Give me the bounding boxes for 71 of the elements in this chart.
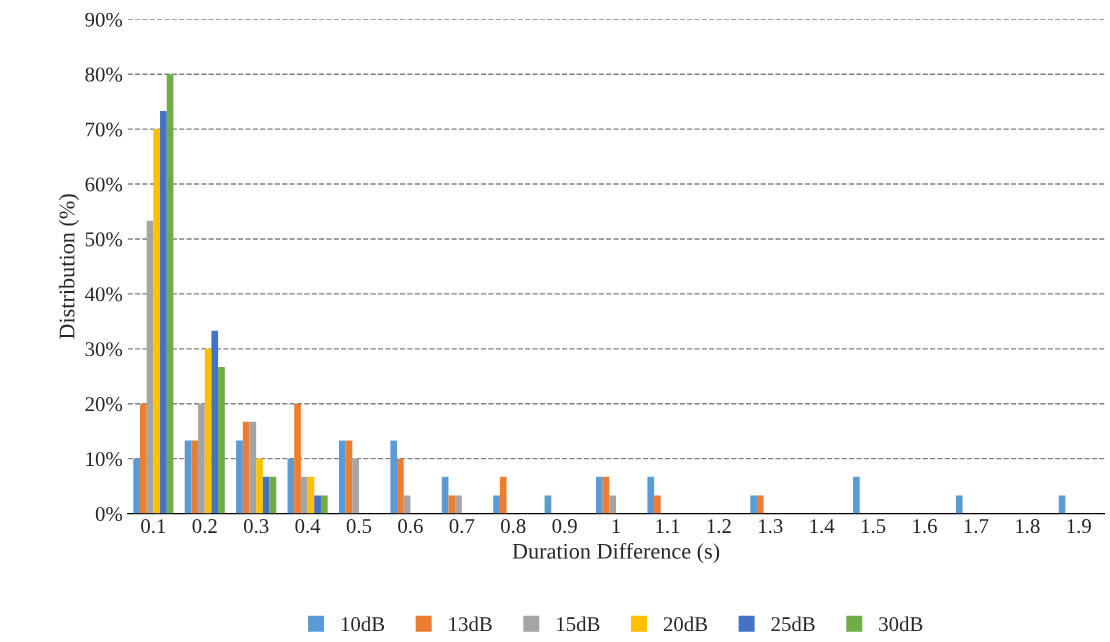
x-tick-label: 0.9 [552, 519, 577, 534]
y-axis-title: Distribution (%) [58, 194, 80, 339]
y-tick-label: 20% [85, 397, 123, 412]
bar [256, 458, 263, 514]
x-tick-label: 0.2 [192, 519, 217, 534]
bar [160, 110, 167, 514]
bar [218, 366, 225, 514]
y-tick-label: 80% [85, 67, 123, 82]
x-tick-label: 0.4 [295, 519, 321, 534]
y-tick-label: 40% [85, 287, 123, 302]
x-tick-label: 0.7 [449, 519, 475, 534]
legend-label: 15dB [557, 616, 600, 632]
x-tick-label: 0.6 [398, 519, 423, 534]
bar [397, 458, 404, 514]
bar [198, 403, 205, 514]
bar [300, 476, 308, 514]
bar [609, 495, 617, 514]
legend-label: 10dB [341, 616, 385, 632]
bar [262, 476, 270, 514]
x-axis-title: Duration Difference (s) [512, 542, 720, 564]
bar [249, 421, 257, 514]
bar [153, 129, 161, 514]
bar [493, 495, 500, 514]
bar [139, 403, 147, 514]
bar [390, 440, 398, 514]
bar [499, 476, 507, 514]
bar [448, 495, 456, 514]
y-tick-label: 70% [85, 122, 123, 137]
x-tick-label: 0.1 [141, 519, 166, 534]
bar [320, 495, 328, 514]
bar [853, 476, 860, 514]
x-tick-label: 0.8 [501, 519, 526, 534]
x-tick-label: 1.8 [1016, 519, 1040, 534]
bar [455, 495, 462, 514]
bar [352, 458, 359, 514]
bar [596, 476, 603, 514]
x-tick-label: 0.3 [243, 519, 269, 534]
y-tick-label: 90% [85, 12, 123, 27]
bar [750, 495, 757, 514]
legend-label: 30dB [879, 616, 923, 632]
y-tick-label: 30% [85, 342, 123, 357]
x-tick-label: 1.7 [964, 519, 989, 534]
y-tick-label: 50% [85, 232, 123, 247]
bar [211, 330, 219, 514]
x-tick-label: 1.5 [861, 519, 886, 534]
bar [133, 458, 140, 514]
bar [647, 476, 655, 514]
x-tick-label: 1.4 [810, 519, 835, 534]
y-tick-label: 60% [85, 177, 123, 192]
x-tick-label: 1.3 [759, 519, 783, 534]
x-tick-label: 0.5 [346, 519, 372, 534]
legend-label: 20dB [663, 616, 708, 632]
bar [191, 440, 199, 514]
bar [955, 495, 963, 514]
bar [314, 495, 321, 514]
x-tick-label: 1.2 [707, 519, 731, 534]
bar [338, 440, 346, 514]
legend-label: 25dB [771, 616, 815, 632]
x-tick-label: 1.1 [656, 519, 680, 534]
bar [654, 495, 661, 514]
bar [294, 403, 301, 514]
y-tick-label: 0% [95, 506, 123, 522]
y-tick-label: 10% [86, 452, 123, 467]
bar [236, 440, 243, 514]
bar [166, 74, 174, 514]
bar [146, 220, 154, 514]
x-tick-label: 1.9 [1067, 519, 1091, 534]
bar [756, 495, 764, 514]
x-tick-label: 1.6 [913, 519, 937, 534]
legend-label: 13dB [449, 616, 492, 632]
x-tick-label: 1 [612, 519, 621, 533]
